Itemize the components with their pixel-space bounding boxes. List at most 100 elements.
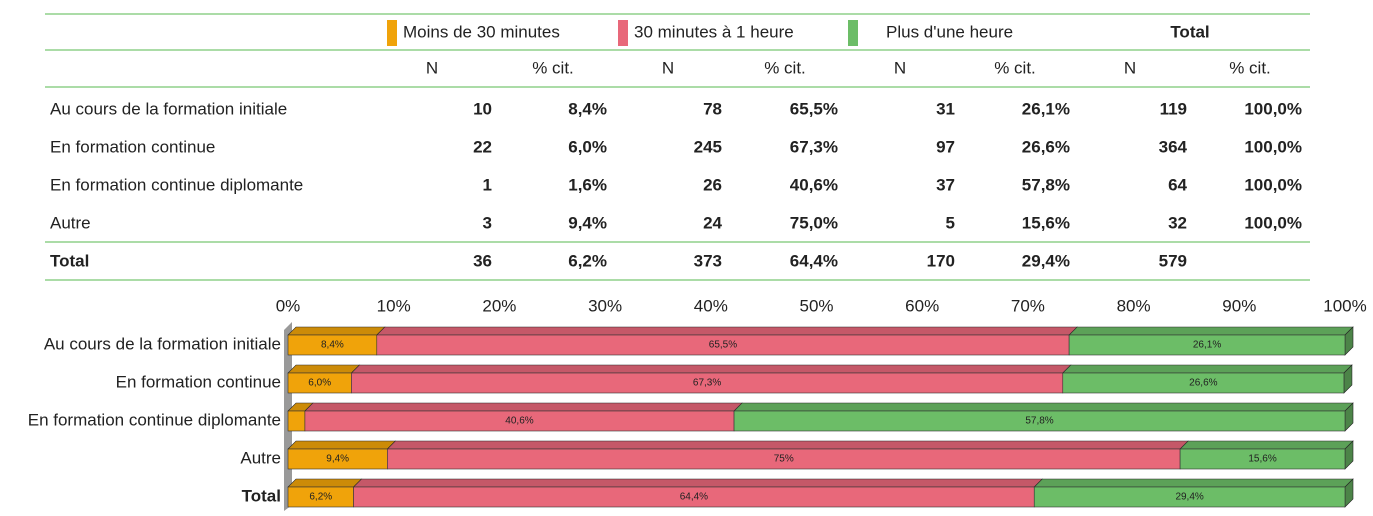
bar-top <box>733 402 1354 412</box>
cell: 31 <box>936 99 955 118</box>
cell: 26,1% <box>1022 99 1070 118</box>
x-tick-label: 80% <box>1117 296 1151 315</box>
row-label: Au cours de la formation initiale <box>50 99 287 118</box>
category-label: Total <box>242 486 281 505</box>
category-label: En formation continue <box>116 372 281 391</box>
subheader: % cit. <box>532 58 574 77</box>
cell: 24 <box>703 213 722 232</box>
cell: 64 <box>1168 175 1187 194</box>
bar-top <box>376 326 1078 336</box>
x-tick-label: 0% <box>276 296 301 315</box>
cell: 65,5% <box>790 99 838 118</box>
bar-segment <box>1033 486 1346 508</box>
subheader: N <box>1124 58 1136 77</box>
x-tick-label: 50% <box>799 296 833 315</box>
bar-value-label: 8,4% <box>321 340 344 351</box>
cell: 67,3% <box>790 137 838 156</box>
group-header: 30 minutes à 1 heure <box>634 22 794 41</box>
bar-value-label: 6,0% <box>308 378 331 389</box>
bar-segment <box>1179 448 1346 470</box>
cell: 9,4% <box>568 213 607 232</box>
cell: 100,0% <box>1244 213 1302 232</box>
bar-value-label: 6,2% <box>309 492 332 503</box>
cell: 26 <box>703 175 722 194</box>
bar-value-label: 57,8% <box>1025 416 1053 427</box>
bar-value-label: 75% <box>774 454 794 465</box>
subheader: % cit. <box>994 58 1036 77</box>
row-label: En formation continue <box>50 137 215 156</box>
group-header: Moins de 30 minutes <box>403 22 560 41</box>
cell: 100,0% <box>1244 175 1302 194</box>
cell: 36 <box>473 251 492 270</box>
cell: 32 <box>1168 213 1187 232</box>
bar-value-label: 26,6% <box>1189 378 1217 389</box>
bar-segment <box>1068 334 1346 356</box>
cell: 170 <box>927 251 955 270</box>
x-tick-label: 90% <box>1222 296 1256 315</box>
row-label: En formation continue diplomante <box>50 175 303 194</box>
bar-top <box>287 326 386 336</box>
cell: 1,6% <box>568 175 607 194</box>
cell: 78 <box>703 99 722 118</box>
cell: 15,6% <box>1022 213 1070 232</box>
bar-value-label: 65,5% <box>709 340 737 351</box>
cell: 6,2% <box>568 251 607 270</box>
bar-value-label: 26,1% <box>1193 340 1221 351</box>
cell: 64,4% <box>790 251 838 270</box>
bar-segment <box>1062 372 1345 394</box>
cell: 364 <box>1159 137 1188 156</box>
total-header: Total <box>1170 22 1209 41</box>
bar-top <box>350 364 1072 374</box>
cell: 75,0% <box>790 213 838 232</box>
cell: 10 <box>473 99 492 118</box>
cell: 245 <box>694 137 722 156</box>
legend-swatch <box>387 20 397 46</box>
cell: 26,6% <box>1022 137 1070 156</box>
bar-top <box>352 478 1043 488</box>
category-label: Au cours de la formation initiale <box>44 334 281 353</box>
subheader: % cit. <box>764 58 806 77</box>
bar-top <box>287 478 363 488</box>
x-tick-label: 30% <box>588 296 622 315</box>
cell: 1 <box>483 175 492 194</box>
cell: 100,0% <box>1244 99 1302 118</box>
x-tick-label: 100% <box>1323 296 1366 315</box>
cell: 373 <box>694 251 722 270</box>
bar-value-label: 64,4% <box>680 492 708 503</box>
x-tick-label: 70% <box>1011 296 1045 315</box>
legend-swatch <box>848 20 858 46</box>
bar-top <box>1068 326 1354 336</box>
category-label: En formation continue diplomante <box>28 410 281 429</box>
cell: 579 <box>1159 251 1187 270</box>
bar-value-label: 40,6% <box>505 416 533 427</box>
bar-top <box>304 402 743 412</box>
bar-value-label: 15,6% <box>1248 454 1276 465</box>
bar-segment <box>733 410 1346 432</box>
bar-value-label: 67,3% <box>693 378 721 389</box>
cell: 100,0% <box>1244 137 1302 156</box>
x-tick-label: 60% <box>905 296 939 315</box>
cell: 119 <box>1160 99 1187 118</box>
cell: 40,6% <box>790 175 838 194</box>
bar-value-label: 29,4% <box>1175 492 1203 503</box>
subheader: % cit. <box>1229 58 1271 77</box>
legend-swatch <box>618 20 628 46</box>
bar-top <box>287 364 361 374</box>
x-tick-label: 40% <box>694 296 728 315</box>
bar-top <box>1062 364 1353 374</box>
bar-top <box>287 440 397 450</box>
bar-value-label: 9,4% <box>326 454 349 465</box>
row-label: Total <box>50 251 89 270</box>
group-header: Plus d'une heure <box>886 22 1013 41</box>
subheader: N <box>894 58 906 77</box>
bar-top <box>386 440 1189 450</box>
cell: 57,8% <box>1022 175 1070 194</box>
cell: 97 <box>936 137 955 156</box>
row-label: Autre <box>50 213 91 232</box>
cell: 8,4% <box>568 99 607 118</box>
bar-top <box>1033 478 1354 488</box>
cell: 29,4% <box>1022 251 1070 270</box>
cell: 3 <box>483 213 492 232</box>
